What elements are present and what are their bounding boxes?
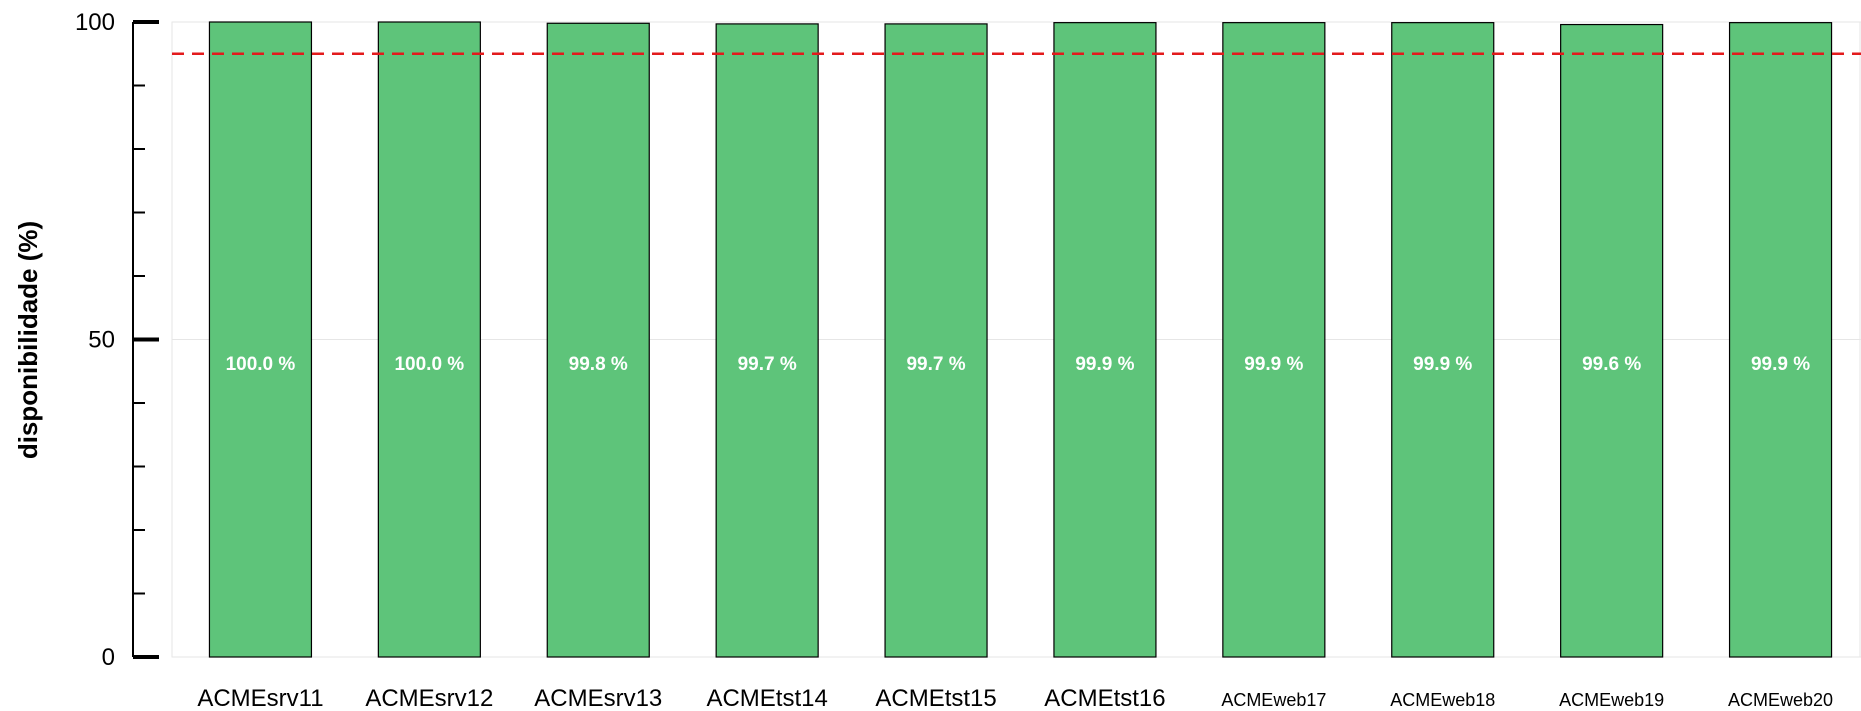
x-tick-label: ACMEtst16 (1044, 685, 1165, 711)
bar-value-label: 99.7 % (906, 354, 965, 375)
bar-value-label: 99.9 % (1244, 354, 1303, 375)
bar-value-label: 99.9 % (1413, 354, 1472, 375)
bar (1053, 22, 1157, 658)
bar (1728, 22, 1833, 658)
bar (208, 21, 313, 658)
x-tick-label: ACMEtst15 (875, 685, 996, 711)
y-axis-label: disponibilidade (%) (13, 221, 43, 459)
bar (884, 23, 988, 658)
bar-value-label: 99.6 % (1582, 354, 1641, 375)
x-tick-label: ACMEsrv11 (197, 685, 323, 711)
x-tick-label: ACMEweb20 (1728, 690, 1833, 710)
bar (715, 23, 819, 658)
bar (1222, 22, 1326, 658)
y-tick-label: 0 (102, 644, 115, 671)
y-tick-label: 50 (88, 327, 115, 354)
x-tick-label: ACMEweb19 (1559, 690, 1664, 710)
bar (546, 22, 650, 658)
bar-value-label: 99.8 % (569, 354, 628, 375)
y-tick-label: 100 (75, 9, 115, 36)
x-tick-label: ACMEsrv13 (534, 685, 662, 711)
x-tick-label: ACMEweb17 (1221, 690, 1326, 710)
bar (1560, 23, 1664, 658)
bar-value-label: 100.0 % (394, 354, 464, 375)
x-tick-label: ACMEtst14 (706, 685, 827, 711)
bar-value-label: 100.0 % (226, 354, 296, 375)
x-tick-label: ACMEsrv12 (365, 685, 493, 711)
bar-value-label: 99.7 % (738, 354, 797, 375)
bar (1391, 22, 1495, 658)
bar-value-label: 99.9 % (1751, 354, 1810, 375)
bar (377, 21, 481, 658)
bar-value-label: 99.9 % (1075, 354, 1134, 375)
x-tick-label: ACMEweb18 (1390, 690, 1495, 710)
